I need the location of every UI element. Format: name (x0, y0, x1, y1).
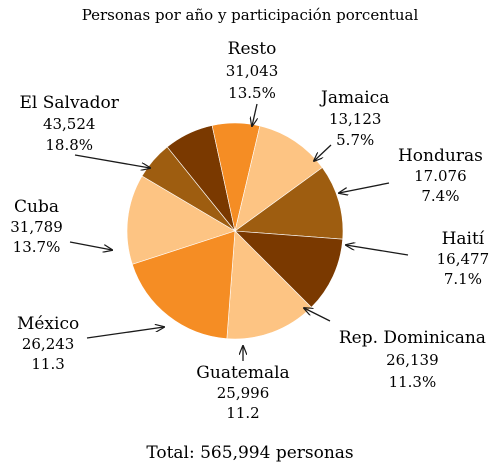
label-arrow-rep-dominicana (304, 308, 331, 322)
slice-percent-jamaica: 5.7% (336, 131, 374, 149)
chart-title: Personas por año y participación porcent… (82, 6, 419, 24)
slice-name-jamaica: Jamaica (319, 88, 389, 108)
label-arrow-el-salvador (74, 154, 150, 168)
slice-percent-el-salvador: 18.8% (45, 136, 93, 154)
label-arrow-honduras (339, 182, 390, 193)
slice-name-guatemala: Guatemala (196, 363, 289, 383)
slice-name-haiti: Haití (442, 229, 485, 249)
slice-percent-rep-dominicana: 11.3% (389, 373, 437, 391)
slice-name-mexico: México (17, 314, 79, 334)
slice-labels: Resto 31,043 13.5% Jamaica 13,123 5.7% Hondura… (10, 39, 489, 422)
slice-value-haiti: 16,477 (437, 250, 490, 268)
label-arrows (69, 103, 409, 361)
label-arrow-resto (252, 103, 257, 126)
label-arrow-cuba (69, 241, 112, 250)
slice-percent-mexico: 11.3 (31, 355, 64, 373)
slice-value-jamaica: 13,123 (329, 110, 382, 128)
slice-value-guatemala: 25,996 (217, 384, 270, 402)
pie-slice-resto (126, 175, 236, 265)
slice-percent-guatemala: 11.2 (226, 404, 259, 422)
slice-value-rep-dominicana: 26,139 (386, 351, 439, 369)
pie-slice-mexico (234, 230, 344, 308)
slice-name-resto: Resto (228, 39, 277, 59)
slice-name-honduras: Honduras (398, 146, 483, 166)
slice-percent-resto: 13.5% (228, 84, 276, 102)
slice-percent-honduras: 7.4% (421, 187, 459, 205)
slice-percent-cuba: 13.7% (13, 238, 61, 256)
slice-value-cuba: 31,789 (10, 218, 63, 236)
slice-percent-haiti: 7.1% (444, 270, 482, 288)
slice-value-honduras: 17.076 (414, 167, 467, 185)
pie-slice-guatemala (234, 167, 344, 240)
pie-slice-el-salvador (131, 230, 236, 340)
pie-slices (126, 122, 344, 340)
label-arrow-haiti (346, 245, 409, 256)
slice-value-el-salvador: 43,524 (43, 115, 96, 133)
total-label: Total: 565,994 personas (146, 443, 353, 463)
slice-name-el-salvador: El Salvador (19, 93, 119, 113)
slice-name-cuba: Cuba (14, 197, 59, 217)
label-arrow-jamaica (314, 144, 332, 161)
label-arrow-mexico (86, 327, 164, 339)
slice-value-mexico: 26,243 (22, 335, 75, 353)
slice-value-resto: 31,043 (226, 62, 279, 80)
slice-name-rep-dominicana: Rep. Dominicana (339, 328, 486, 348)
pie-slice-rep-dominicana (234, 125, 323, 232)
